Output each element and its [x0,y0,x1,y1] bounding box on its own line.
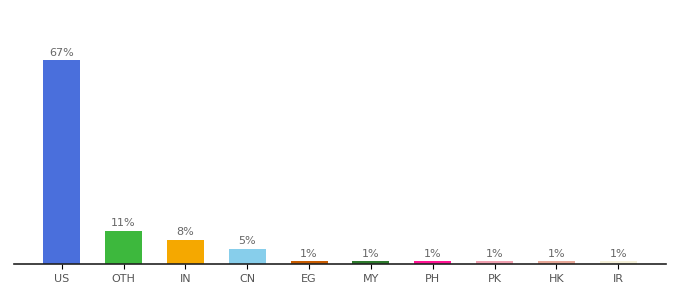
Text: 1%: 1% [301,248,318,259]
Text: 8%: 8% [177,227,194,237]
Text: 1%: 1% [362,248,379,259]
Bar [538,261,575,264]
Bar [352,261,390,264]
Bar [167,240,204,264]
Text: 5%: 5% [239,236,256,246]
Text: 67%: 67% [50,48,74,58]
Text: 11%: 11% [112,218,136,228]
Bar [44,60,80,264]
Bar [228,249,266,264]
Bar [105,231,142,264]
Bar [600,261,636,264]
Bar [414,261,452,264]
Bar [476,261,513,264]
Text: 1%: 1% [547,248,565,259]
Text: 1%: 1% [424,248,441,259]
Text: 1%: 1% [609,248,627,259]
Text: 1%: 1% [486,248,503,259]
Bar [290,261,328,264]
